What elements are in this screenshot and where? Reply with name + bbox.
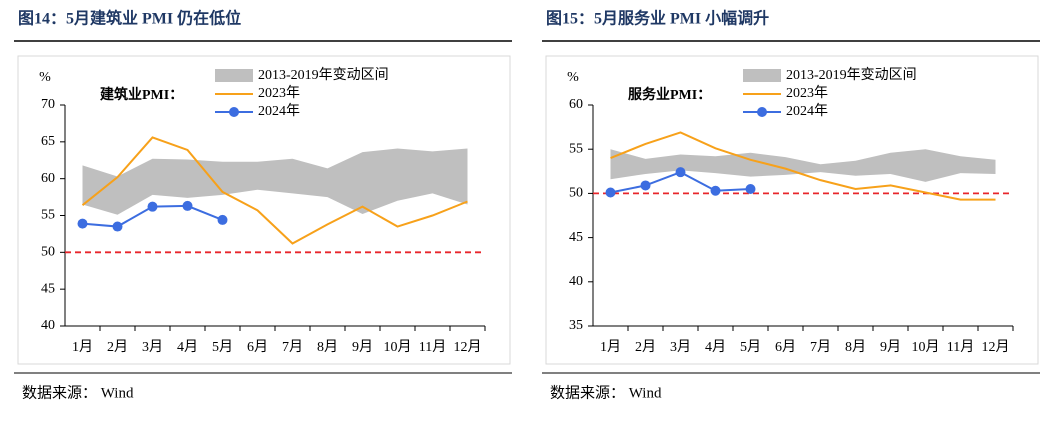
source: 数据来源： Wind <box>550 384 662 401</box>
x-tick-label: 11月 <box>419 339 446 355</box>
x-tick-label: 2月 <box>635 339 656 355</box>
y-tick-label: 60 <box>41 171 55 186</box>
series-marker <box>147 201 158 212</box>
series-marker <box>217 214 228 225</box>
x-tick-label: 4月 <box>177 339 198 355</box>
y-tick-label: 55 <box>569 141 583 156</box>
range-band <box>82 148 468 215</box>
x-tick-label: 10月 <box>384 339 412 355</box>
annotation: 服务业PMI： <box>628 86 711 103</box>
series-marker <box>605 187 616 198</box>
series-marker <box>710 185 721 196</box>
series-line <box>81 136 468 245</box>
y-tick-label: 50 <box>41 245 55 260</box>
legend-marker <box>757 107 767 117</box>
x-tick-label: 1月 <box>72 339 93 355</box>
unit-label: % <box>39 70 51 85</box>
series-marker <box>77 218 88 229</box>
y-tick-label: 60 <box>569 97 583 112</box>
y-tick-label: 40 <box>41 318 55 333</box>
legend-label: 2013-2019年变动区间 <box>786 67 917 83</box>
y-tick-label: 70 <box>41 97 55 112</box>
x-tick-label: 8月 <box>845 339 866 355</box>
x-tick-label: 9月 <box>352 339 373 355</box>
y-tick-label: 45 <box>41 281 55 296</box>
y-tick-label: 45 <box>569 230 583 245</box>
legend-label: 2023年 <box>786 85 828 101</box>
legend-marker <box>229 107 239 117</box>
y-tick-label: 65 <box>41 134 55 149</box>
x-tick-label: 5月 <box>740 339 761 355</box>
x-tick-label: 1月 <box>600 339 621 355</box>
x-tick-label: 6月 <box>247 339 268 355</box>
x-tick-label: 10月 <box>912 339 940 355</box>
annotation: 建筑业PMI： <box>100 86 183 103</box>
x-tick-label: 8月 <box>317 339 338 355</box>
legend-swatch <box>215 69 253 82</box>
series-marker <box>640 180 651 191</box>
legend-label: 2024年 <box>258 103 300 119</box>
series-marker <box>675 167 686 178</box>
y-tick-label: 35 <box>569 318 583 333</box>
x-tick-label: 3月 <box>142 339 163 355</box>
series-marker <box>745 183 756 194</box>
legend-swatch <box>743 69 781 82</box>
x-tick-label: 5月 <box>212 339 233 355</box>
y-tick-label: 40 <box>569 274 583 289</box>
x-tick-label: 6月 <box>775 339 796 355</box>
plot-frame <box>17 55 511 365</box>
legend-label: 2013-2019年变动区间 <box>258 67 389 83</box>
source: 数据来源： Wind <box>22 384 134 401</box>
chart-title: 图15：5月服务业 PMI 小幅调升 <box>546 9 769 28</box>
y-tick-label: 55 <box>41 208 55 223</box>
x-tick-label: 4月 <box>705 339 726 355</box>
x-tick-label: 12月 <box>982 339 1010 355</box>
range-band <box>610 149 996 182</box>
x-tick-label: 7月 <box>282 339 303 355</box>
x-tick-label: 11月 <box>947 339 974 355</box>
x-tick-label: 7月 <box>810 339 831 355</box>
y-tick-label: 50 <box>569 186 583 201</box>
chart-title: 图14：5月建筑业 PMI 仍在低位 <box>18 9 241 28</box>
x-tick-label: 12月 <box>454 339 482 355</box>
series-marker <box>112 221 123 232</box>
x-tick-label: 3月 <box>670 339 691 355</box>
series-marker <box>182 200 193 211</box>
x-tick-label: 9月 <box>880 339 901 355</box>
legend-label: 2024年 <box>786 103 828 119</box>
unit-label: % <box>567 70 579 85</box>
x-tick-label: 2月 <box>107 339 128 355</box>
series-line <box>610 131 996 201</box>
plot-frame <box>545 55 1039 365</box>
legend-label: 2023年 <box>258 85 300 101</box>
